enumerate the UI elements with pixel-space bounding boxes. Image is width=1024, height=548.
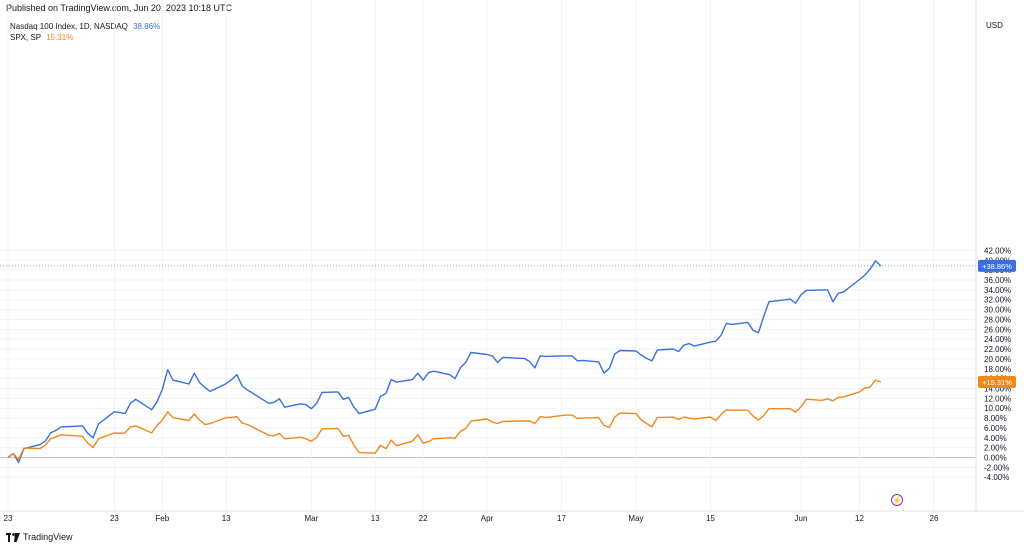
y-tick-label: -4.00% [984,473,1009,482]
y-tick-label: 32.00% [984,296,1011,305]
x-tick-label: Apr [481,514,494,523]
published-info: Published on TradingView.com, Jun 20, 20… [6,3,232,13]
axes: 42.00%40.00%38.00%36.00%34.00%32.00%30.0… [0,0,1024,523]
tag-bg [978,376,1016,389]
x-tick-label: 22 [419,514,428,523]
footer-brand: TradingView [6,532,73,542]
y-tick-label: 42.00% [984,246,1011,255]
y-tick-label: 14.00% [984,384,1011,393]
x-tick-label: Feb [155,514,169,523]
x-tick-label: 15 [706,514,715,523]
y-tick-label: 36.00% [984,276,1011,285]
y-tick-label: 20.00% [984,355,1011,364]
price-tags: +38.86% +15.31% [978,259,1016,389]
y-tick-label: 10.00% [984,404,1011,413]
legend: Nasdaq 100 Index, 1D, NASDAQ 38.86% SPX,… [10,21,160,43]
y-tick-label: 4.00% [984,434,1007,443]
x-tick-label: 13 [371,514,380,523]
x-tick-label: 13 [222,514,231,523]
y-tick-label: 6.00% [984,424,1007,433]
currency-label[interactable]: USD [986,21,1003,30]
y-tick-label: 24.00% [984,335,1011,344]
y-tick-label: 34.00% [984,286,1011,295]
legend-value-spx: 15.31% [46,33,74,42]
y-tick-label: 2.00% [984,444,1007,453]
tag-bg [978,259,1016,272]
legend-label-spx: SPX, SP [10,33,41,42]
y-tick-label: 18.00% [984,365,1011,374]
footer-brand-label: TradingView [23,532,73,542]
last-value-tag-1: +15.31% [978,376,1016,389]
y-tick-label: 28.00% [984,315,1011,324]
y-tick-label: 0.00% [984,454,1007,463]
tag-text: +38.86% [982,262,1012,271]
x-tick-label: May [628,514,643,523]
grid-lines [0,0,976,511]
tag-text: +15.31% [982,378,1012,387]
series-lines [0,260,976,464]
x-tick-label: Mar [304,514,318,523]
legend-value-nasdaq: 38.86% [133,22,161,31]
series-line-1 [7,379,882,461]
y-tick-label: 12.00% [984,394,1011,403]
x-tick-label: 23 [4,514,13,523]
legend-label-nasdaq: Nasdaq 100 Index, 1D, NASDAQ [10,22,128,31]
y-tick-label: 8.00% [984,414,1007,423]
tradingview-logo-icon [6,532,20,542]
x-tick-label: 12 [855,514,864,523]
y-tick-label: 22.00% [984,345,1011,354]
legend-item-nasdaq[interactable]: Nasdaq 100 Index, 1D, NASDAQ 38.86% [10,21,160,32]
legend-item-spx[interactable]: SPX, SP 15.31% [10,32,160,43]
y-tick-label: 26.00% [984,325,1011,334]
y-tick-label: -2.00% [984,463,1009,472]
x-tick-label: Jun [795,514,808,523]
y-tick-label: 30.00% [984,306,1011,315]
last-value-tag-0: +38.86% [978,259,1016,272]
x-tick-label: 17 [557,514,566,523]
x-tick-label: 26 [930,514,939,523]
flash-icon[interactable]: ⚡ [891,494,903,506]
x-tick-label: 23 [110,514,119,523]
series-line-0 [7,260,882,464]
